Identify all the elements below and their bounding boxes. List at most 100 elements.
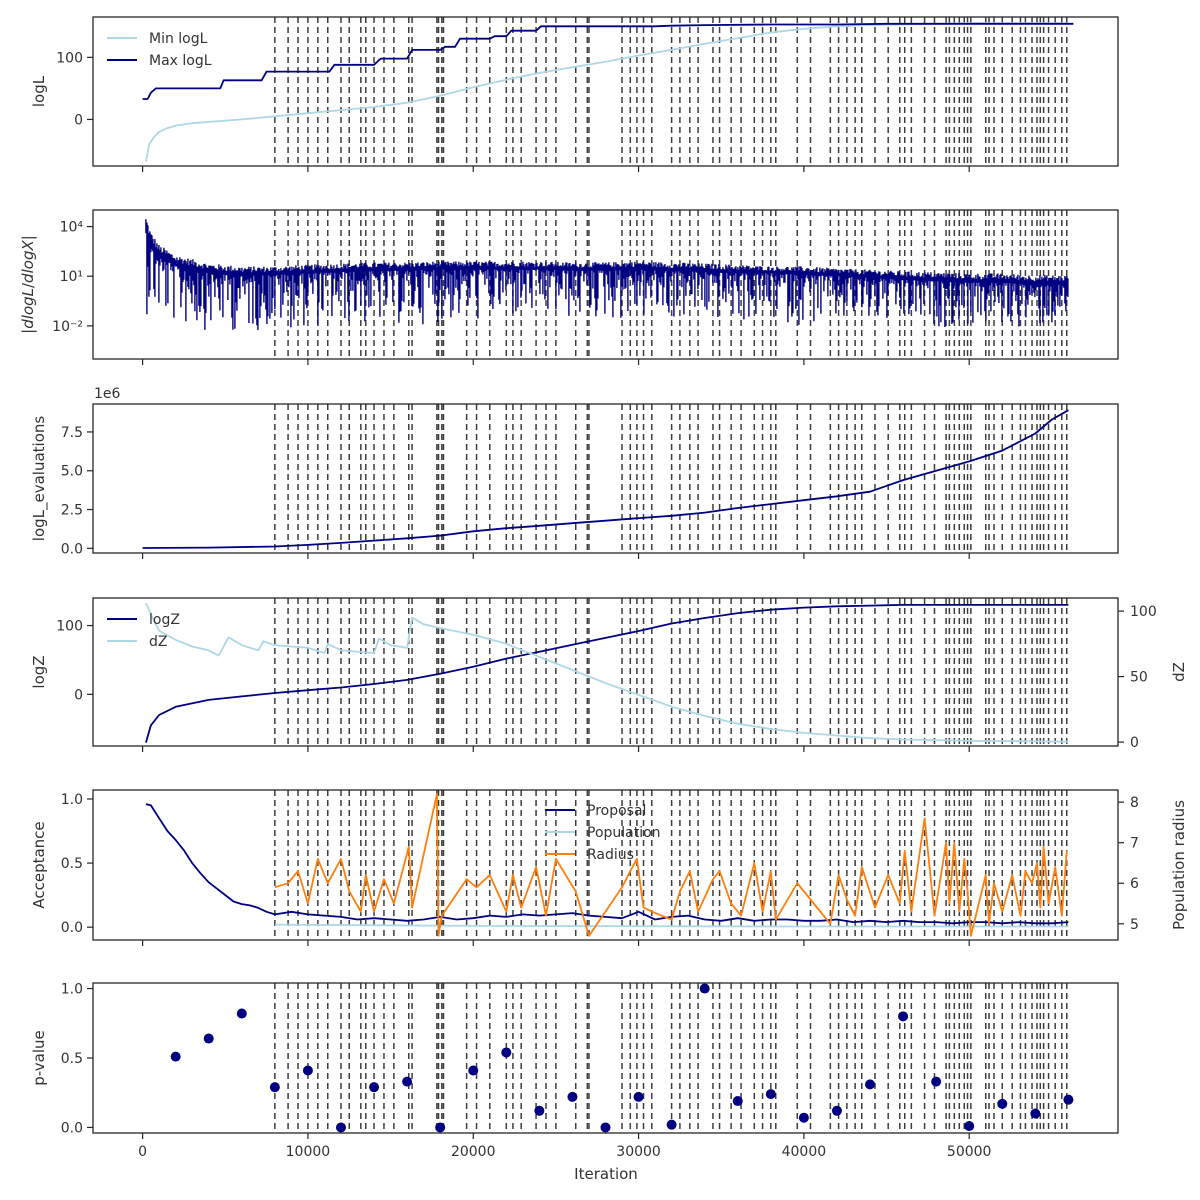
data-point	[203, 1033, 214, 1044]
data-point	[302, 1065, 313, 1076]
data-point	[170, 1051, 181, 1062]
y2-tick-label: 5	[1130, 917, 1139, 933]
y-tick-label: 2.5	[61, 503, 83, 519]
y-tick-label: 7.5	[61, 425, 83, 441]
plot-area	[93, 404, 1118, 553]
y-tick-label: 10¹	[60, 269, 83, 285]
y2-axis-label: dZ	[1170, 662, 1188, 682]
data-point	[600, 1122, 611, 1133]
panel-logz: 0 100 logZ 0 50 100 dZ logZ dZ	[30, 597, 1188, 752]
x-tick-label: 20000	[451, 1144, 496, 1160]
x-tick-label: 10000	[286, 1144, 331, 1160]
legend-label: Min logL	[149, 31, 208, 47]
legend-label: logZ	[149, 612, 180, 628]
series-band	[145, 219, 1069, 330]
data-point	[765, 1089, 776, 1100]
plot-area	[93, 598, 1118, 746]
plot-area	[93, 983, 1118, 1133]
y-tick-label: 0.5	[61, 1051, 83, 1067]
panel-acceptance: 0.0 0.5 1.0 Acceptance 5 6 7 8 Population radius…	[30, 789, 1188, 946]
axes-frame	[92, 403, 1119, 554]
y-tick-label: 0	[74, 112, 83, 128]
series-line	[274, 793, 1068, 937]
series-line	[274, 923, 1069, 928]
y-axis-label: logL	[30, 75, 48, 107]
y-axis-label: logZ	[30, 655, 48, 688]
axes-frame	[92, 209, 1119, 360]
x-tick-label: 0	[138, 1144, 147, 1160]
y-tick-label: 5.0	[61, 464, 83, 480]
axes-frame	[92, 789, 1119, 941]
legend-label: Proposal	[587, 803, 646, 819]
data-point	[435, 1122, 446, 1133]
y-scale-label: 1e6	[94, 386, 121, 402]
y2-tick-label: 0	[1130, 735, 1139, 751]
series-line	[145, 22, 1069, 162]
data-point	[335, 1122, 346, 1133]
y-tick-label: 10⁴	[60, 220, 84, 236]
y-tick-label: 1.0	[61, 792, 83, 808]
legend-label: Population	[587, 825, 661, 841]
y-axis-label: logL_evaluations	[30, 416, 49, 542]
y2-axis-label: Population radius	[1170, 800, 1188, 930]
series-line	[145, 602, 1069, 743]
x-tick-label: 40000	[782, 1144, 827, 1160]
y-tick-label: 100	[56, 50, 83, 66]
series-line	[145, 803, 1069, 925]
y-tick-label: 0	[74, 687, 83, 703]
series-line	[142, 22, 1074, 100]
data-point	[831, 1105, 842, 1116]
data-point	[567, 1091, 578, 1102]
data-point	[732, 1096, 743, 1107]
data-point	[898, 1011, 909, 1022]
x-axis-label: Iteration	[574, 1165, 638, 1183]
data-point	[402, 1076, 413, 1087]
plot-area	[93, 17, 1118, 166]
series-line	[142, 409, 1069, 549]
data-point	[633, 1091, 644, 1102]
data-point	[964, 1121, 975, 1132]
y2-tick-label: 8	[1130, 795, 1139, 811]
data-point	[865, 1079, 876, 1090]
y-tick-label: 100	[56, 619, 83, 635]
x-tick-label: 30000	[616, 1144, 661, 1160]
panel-p-value: 0.0 0.5 1.0 p-value 0 10000 20000 30000 40000 500…	[30, 982, 1119, 1160]
data-point	[269, 1082, 280, 1093]
data-point	[501, 1047, 512, 1058]
y2-tick-label: 100	[1130, 604, 1157, 620]
y-tick-label: 0.0	[61, 1120, 83, 1136]
y-tick-label: 0.0	[61, 541, 83, 557]
data-point	[369, 1082, 380, 1093]
panel-logl: 0 100 logL Min logL Max logL	[30, 16, 1119, 172]
legend-label: Max logL	[149, 53, 212, 69]
data-point	[699, 983, 710, 994]
panel-dlogl-dlogx: 10⁴ 10¹ 10⁻² |dlogL/dlogX|	[19, 209, 1119, 365]
y2-tick-label: 50	[1130, 670, 1148, 686]
series-line	[145, 604, 1069, 743]
axes-frame	[92, 597, 1119, 747]
panel-logl-evaluations: 0.0 2.5 5.0 7.5 logL_evaluations 1e6	[30, 386, 1119, 559]
y-tick-label: 10⁻²	[52, 319, 83, 335]
y2-tick-label: 7	[1130, 836, 1139, 852]
data-point	[666, 1119, 677, 1130]
legend-label: Radius	[587, 847, 634, 863]
y-tick-label: 0.0	[61, 920, 83, 936]
y-axis-label: Acceptance	[30, 821, 48, 908]
axes-frame	[92, 16, 1119, 167]
data-point	[931, 1076, 942, 1087]
legend-label: dZ	[149, 634, 167, 650]
y2-tick-label: 6	[1130, 876, 1139, 892]
y-tick-label: 1.0	[61, 982, 83, 998]
y-axis-label: p-value	[30, 1030, 48, 1086]
y-axis-label: |dlogL/dlogX|	[19, 235, 37, 334]
data-point	[1030, 1108, 1041, 1119]
x-tick-label: 50000	[947, 1144, 992, 1160]
y-tick-label: 0.5	[61, 856, 83, 872]
data-point	[997, 1098, 1008, 1109]
data-point	[534, 1105, 545, 1116]
data-point	[798, 1112, 809, 1123]
data-point	[1063, 1094, 1074, 1105]
data-point	[236, 1008, 247, 1019]
data-point	[468, 1065, 479, 1076]
